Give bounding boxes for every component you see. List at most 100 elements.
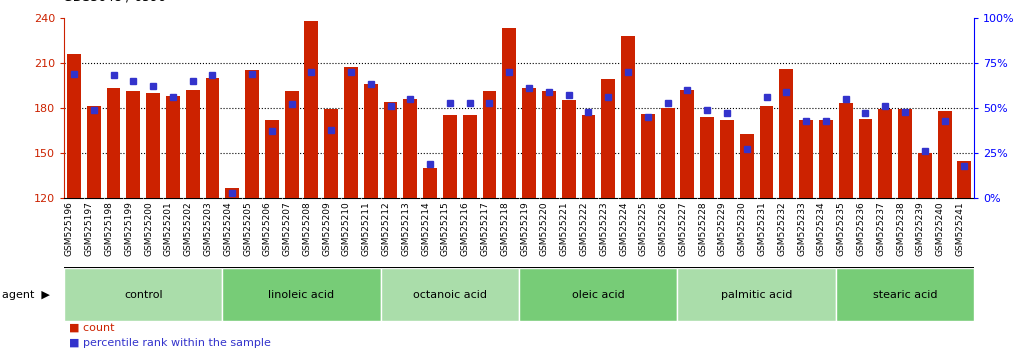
Bar [423,168,437,198]
Bar [641,114,655,198]
Text: GSM525210: GSM525210 [342,201,351,256]
Text: GSM525212: GSM525212 [381,201,391,256]
Text: GSM525226: GSM525226 [659,201,667,256]
Text: oleic acid: oleic acid [572,290,624,300]
Text: GSM525209: GSM525209 [322,201,332,256]
Bar [364,84,377,198]
Bar [701,117,714,198]
Bar [67,54,81,198]
Text: GSM525202: GSM525202 [184,201,192,256]
Bar [938,111,952,198]
Text: GSM525233: GSM525233 [797,201,806,256]
Text: GSM525204: GSM525204 [224,201,232,256]
Bar [404,99,417,198]
Bar [677,268,836,321]
Text: stearic acid: stearic acid [873,290,938,300]
Text: GSM525196: GSM525196 [65,201,74,256]
Text: GSM525223: GSM525223 [599,201,608,256]
Text: GSM525228: GSM525228 [698,201,707,256]
Text: GSM525214: GSM525214 [421,201,430,256]
Bar [760,107,774,198]
Bar [324,109,338,198]
Bar [64,268,223,321]
Bar [720,120,734,198]
Text: GDS3648 / 6596: GDS3648 / 6596 [63,0,166,3]
Bar [344,67,358,198]
Bar [463,115,477,198]
Text: GSM525205: GSM525205 [243,201,252,256]
Bar [739,133,754,198]
Text: GSM525219: GSM525219 [520,201,529,256]
Text: ■ count: ■ count [69,322,115,332]
Text: GSM525237: GSM525237 [877,201,885,256]
Bar [166,96,180,198]
Text: GSM525197: GSM525197 [84,201,94,256]
Bar [621,36,635,198]
Bar [502,28,517,198]
Text: GSM525208: GSM525208 [302,201,311,256]
Bar [223,268,380,321]
Text: GSM525221: GSM525221 [559,201,569,256]
Text: GSM525211: GSM525211 [362,201,371,256]
Text: GSM525225: GSM525225 [639,201,648,256]
Bar [522,88,536,198]
Bar [582,115,595,198]
Bar [146,93,160,198]
Text: linoleic acid: linoleic acid [268,290,335,300]
Bar [879,109,892,198]
Text: GSM525222: GSM525222 [580,201,589,256]
Bar [839,103,852,198]
Bar [836,268,974,321]
Text: GSM525203: GSM525203 [203,201,213,256]
Bar [799,120,813,198]
Text: GSM525238: GSM525238 [896,201,905,256]
Bar [779,69,793,198]
Text: GSM525216: GSM525216 [461,201,470,256]
Text: GSM525235: GSM525235 [837,201,846,256]
Text: GSM525227: GSM525227 [678,201,687,256]
Text: GSM525218: GSM525218 [500,201,510,256]
Bar [898,109,912,198]
Text: octanoic acid: octanoic acid [413,290,487,300]
Bar [86,107,101,198]
Text: GSM525199: GSM525199 [124,201,133,256]
Text: GSM525236: GSM525236 [856,201,865,256]
Text: GSM525215: GSM525215 [441,201,450,256]
Bar [226,188,239,198]
Bar [285,91,299,198]
Text: GSM525234: GSM525234 [817,201,826,256]
Bar [561,101,576,198]
Bar [918,153,932,198]
Bar [304,21,318,198]
Text: control: control [124,290,163,300]
Bar [383,102,398,198]
Text: GSM525239: GSM525239 [916,201,924,256]
Text: ■ percentile rank within the sample: ■ percentile rank within the sample [69,338,272,348]
Bar [107,88,120,198]
Text: GSM525201: GSM525201 [164,201,173,256]
Bar [483,91,496,198]
Bar [661,108,674,198]
Text: GSM525231: GSM525231 [758,201,767,256]
Bar [858,119,873,198]
Text: GSM525207: GSM525207 [283,201,292,256]
Text: GSM525229: GSM525229 [718,201,727,256]
Bar [186,90,199,198]
Bar [542,91,555,198]
Bar [601,79,615,198]
Text: GSM525220: GSM525220 [540,201,549,256]
Text: GSM525230: GSM525230 [737,201,746,256]
Text: GSM525206: GSM525206 [262,201,272,256]
Bar [264,120,279,198]
Bar [126,91,140,198]
Bar [380,268,520,321]
Bar [520,268,677,321]
Text: palmitic acid: palmitic acid [721,290,792,300]
Text: GSM525240: GSM525240 [936,201,945,256]
Bar [957,161,971,198]
Text: GSM525232: GSM525232 [777,201,786,256]
Text: GSM525224: GSM525224 [619,201,629,256]
Text: GSM525213: GSM525213 [402,201,410,256]
Bar [819,120,833,198]
Text: agent  ▶: agent ▶ [2,290,50,300]
